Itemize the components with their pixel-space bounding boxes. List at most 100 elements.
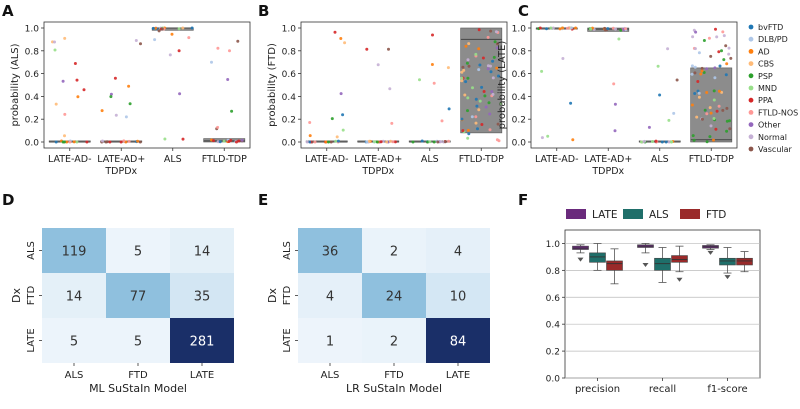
panel-c-data-point — [700, 117, 704, 121]
panel-a-data-point — [154, 26, 158, 30]
panel-b-data-point — [476, 127, 479, 131]
panel-b-data-point — [431, 33, 434, 37]
panel-a-data-point — [236, 39, 240, 43]
panel-c-data-point — [666, 47, 670, 51]
panel-c-data-point — [691, 134, 695, 138]
panel-a-data-point — [124, 115, 128, 119]
panel-d-cell-value: 281 — [190, 335, 215, 350]
panel-c-data-point — [549, 26, 553, 30]
panel-c-data-point — [690, 103, 694, 107]
panel-b-data-point — [489, 29, 493, 33]
panel-b-data-point — [428, 140, 432, 144]
panel-f-ytick-label: 0.8 — [546, 267, 561, 277]
panel-b-data-point — [494, 30, 498, 34]
panel-a-data-point — [109, 92, 113, 96]
panel-f-box — [736, 257, 753, 266]
panel-e-cell-value: 24 — [386, 290, 403, 305]
panel-c-data-point — [551, 26, 555, 30]
panel-c-ylabel: probability (LATE) — [497, 41, 508, 130]
panel-b-data-point — [474, 115, 478, 119]
panel-b-data-point — [497, 74, 500, 78]
panel-a-ytick-label: 0.0 — [25, 139, 40, 149]
panel-e-ylabel: Dx — [266, 288, 279, 303]
panel-d-cell-value: 35 — [194, 290, 211, 305]
panel-c-data-point — [658, 93, 662, 97]
panel-b-data-point — [385, 140, 389, 144]
panel-b-data-point — [373, 140, 376, 144]
panel-f-legend-label: ALS — [649, 209, 669, 221]
panel-c-data-point — [667, 118, 671, 122]
panel-c-data-point — [722, 34, 726, 38]
panel-f-outlier — [707, 250, 714, 255]
panel-c-data-point — [612, 82, 616, 86]
panel-f-xtick-label: f1-score — [707, 384, 747, 395]
panel-a-data-point — [72, 140, 76, 144]
panel-a-ylabel: probability (ALS) — [10, 43, 21, 126]
panel-c-data-point — [717, 104, 721, 108]
panel-b-data-point — [460, 70, 464, 74]
panel-b-data-point — [475, 104, 479, 108]
panel-b-data-point — [477, 108, 481, 112]
panel-c-data-point — [700, 66, 704, 70]
panel-e-letter: E — [258, 191, 268, 209]
panel-c-xtick-label: LATE-AD- — [535, 154, 579, 165]
panel-b-data-point — [488, 112, 492, 116]
panel-b-xtick-label: LATE-AD- — [305, 154, 349, 165]
panel-b-data-point — [339, 92, 343, 96]
panel-c-data-point — [702, 39, 706, 42]
panel-b-data-point — [341, 113, 345, 117]
panel-c-data-point — [639, 140, 643, 144]
panel-c-data-point — [712, 138, 715, 142]
panel-c-data-point — [705, 140, 709, 144]
panel-a-data-point — [168, 53, 172, 57]
panel-b-data-point — [389, 139, 392, 143]
panel-f-legend-label: LATE — [592, 209, 618, 221]
panel-a-data-point — [101, 139, 104, 143]
panel-d-cell — [42, 228, 106, 273]
panel-c-data-point — [703, 108, 707, 112]
panel-c-data-point — [714, 27, 717, 31]
legend-marker — [748, 110, 754, 115]
panel-b-data-point — [461, 65, 465, 69]
panel-d-confusion-matrix: 119 5 14 14 77 35 5 5 281 ALS FTD LATE ALS FTD LATE Dx M… — [10, 228, 234, 395]
legend-label: bvFTD — [758, 23, 783, 32]
panel-c-data-point — [693, 92, 697, 95]
legend-marker — [748, 73, 754, 79]
panel-e-col-label: FTD — [384, 370, 404, 381]
panel-c-ytick-label: 1.0 — [512, 25, 527, 35]
panel-b-data-point — [324, 140, 328, 144]
panel-c-ytick-label: 0.2 — [512, 116, 526, 126]
panel-b-data-point — [430, 63, 434, 66]
panel-c-data-point — [690, 72, 694, 76]
panel-c-data-point — [613, 102, 617, 106]
panel-b-xsubtitle: TDPDx — [361, 166, 394, 177]
panel-c-data-point — [571, 138, 575, 142]
panel-a-data-point — [76, 95, 80, 99]
panel-c-data-point — [727, 46, 731, 50]
panel-a-letter: A — [2, 2, 14, 20]
panel-f-ytick-label: 1.0 — [546, 240, 561, 250]
panel-a-xtick-label: FTLD-TDP — [202, 154, 247, 165]
panel-a-data-point — [108, 140, 112, 144]
panel-c-data-point — [717, 89, 721, 93]
panel-c-data-point — [614, 27, 617, 31]
panel-c-data-point — [724, 44, 728, 48]
panel-c-data-point — [729, 56, 733, 60]
panel-c-data-point — [718, 64, 722, 68]
panel-b-data-point — [491, 59, 495, 63]
panel-c-data-point — [725, 62, 729, 66]
panel-e-cell — [426, 228, 490, 273]
panel-b-data-point — [367, 139, 371, 143]
panel-e-col-label: LATE — [446, 370, 470, 381]
panel-c-data-point — [727, 52, 731, 56]
panel-e-cell — [426, 273, 490, 318]
panel-f-legend-label: FTD — [706, 209, 726, 221]
panel-b-data-point — [471, 86, 474, 90]
panel-d-cell-value: 14 — [194, 245, 211, 260]
panel-a-data-point — [73, 62, 77, 65]
panel-b-data-point — [474, 52, 478, 56]
panel-b-ytick-label: 0.0 — [282, 139, 297, 149]
panel-f-xtick-label: recall — [649, 384, 676, 395]
panel-a-data-point — [100, 109, 104, 113]
panel-b-data-point — [339, 37, 343, 40]
